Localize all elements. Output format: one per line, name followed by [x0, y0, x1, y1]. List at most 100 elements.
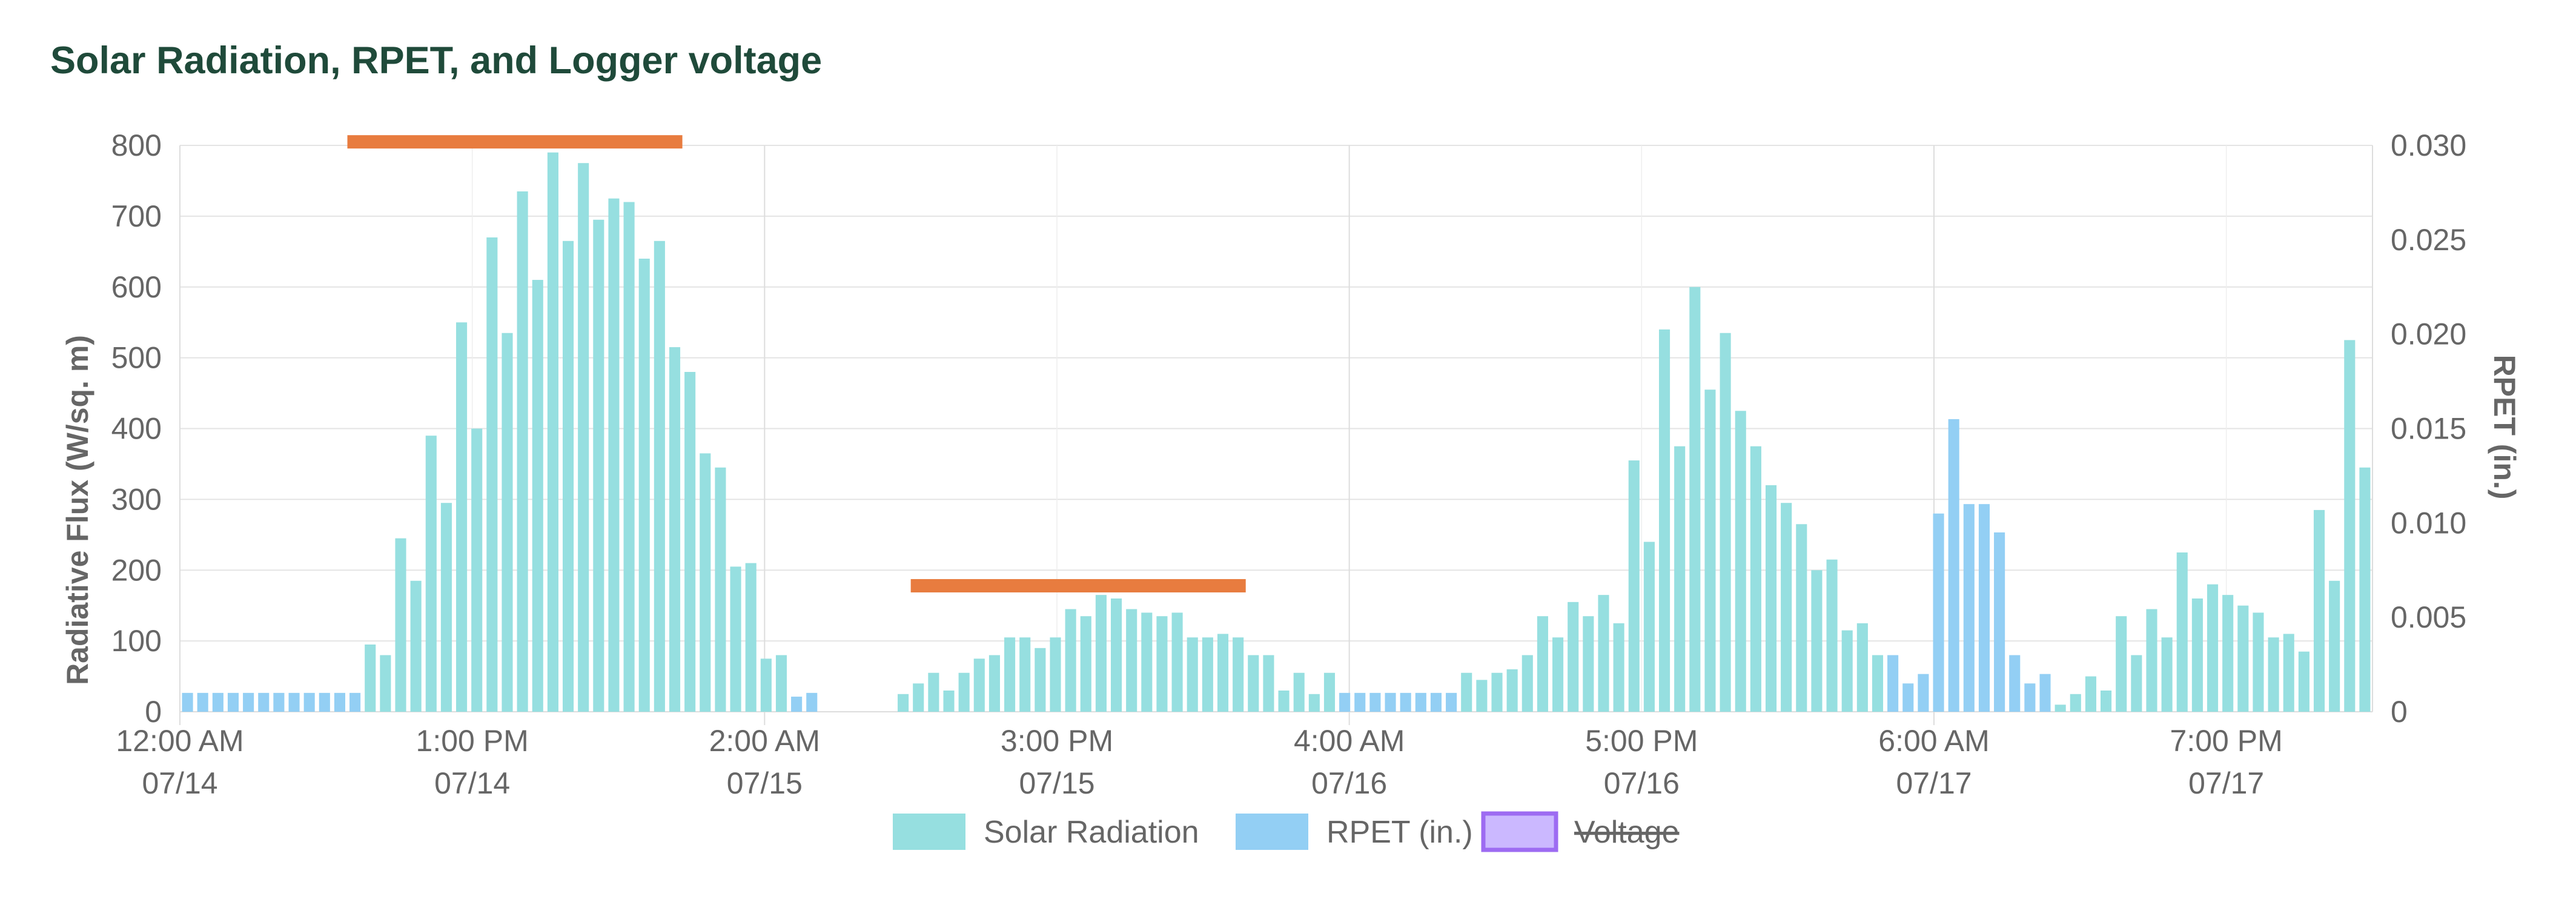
solar-radiation-bar — [486, 237, 498, 712]
rpet-bar — [273, 692, 285, 712]
solar-radiation-bar — [578, 163, 589, 712]
solar-radiation-bar — [593, 219, 604, 712]
rpet-bar — [2039, 674, 2051, 712]
solar-radiation-bar — [410, 580, 422, 712]
solar-radiation-bar — [1233, 637, 1244, 712]
solar-radiation-bar — [2101, 690, 2112, 712]
legend-label[interactable]: Voltage — [1574, 815, 1680, 850]
solar-radiation-bar — [2070, 694, 2081, 712]
rpet-bar — [791, 697, 803, 712]
solar-radiation-bar — [2298, 651, 2309, 712]
solar-radiation-bar — [502, 333, 513, 712]
solar-radiation-bar — [1628, 460, 1640, 712]
solar-radiation-bar — [1308, 694, 1320, 712]
solar-radiation-bar — [1050, 637, 1061, 712]
rpet-bar — [1948, 419, 1959, 712]
x-tick-date: 07/17 — [2188, 766, 2264, 800]
solar-radiation-bar — [1765, 485, 1777, 712]
solar-radiation-bar — [471, 428, 483, 712]
solar-radiation-bar — [1095, 595, 1107, 712]
solar-radiation-bar — [1278, 690, 1290, 712]
solar-radiation-bar — [2359, 467, 2371, 712]
solar-radiation-bar — [425, 436, 437, 712]
solar-radiation-bar — [1065, 609, 1076, 712]
solar-radiation-bar — [547, 152, 558, 712]
solar-radiation-bar — [2253, 612, 2264, 712]
solar-radiation-bar — [532, 280, 543, 712]
solar-radiation-bar — [1035, 648, 1046, 712]
solar-radiation-bar — [1704, 390, 1716, 712]
solar-radiation-bar — [1323, 672, 1336, 712]
rpet-bar — [258, 692, 270, 712]
solar-radiation-bar — [1248, 655, 1259, 712]
solar-radiation-bar — [1537, 616, 1548, 712]
solar-radiation-bars — [365, 152, 2371, 712]
rpet-bar — [2009, 655, 2021, 712]
rpet-bar — [1369, 692, 1381, 712]
solar-radiation-bar — [2055, 704, 2066, 712]
x-tick-time: 12:00 AM — [116, 724, 243, 758]
solar-radiation-bar — [1856, 623, 1868, 712]
solar-radiation-bar — [2191, 598, 2203, 712]
solar-radiation-bar — [1521, 655, 1533, 712]
solar-radiation-bar — [608, 198, 620, 712]
solar-radiation-bar — [2161, 637, 2173, 712]
x-tick-date: 07/16 — [1604, 766, 1680, 800]
solar-radiation-bar — [1583, 616, 1594, 712]
legend-label[interactable]: RPET (in.) — [1326, 815, 1473, 850]
rpet-bar — [182, 692, 193, 712]
solar-radiation-bar — [1202, 637, 1213, 712]
x-tick-time: 5:00 PM — [1585, 724, 1698, 758]
x-tick-date: 07/17 — [1896, 766, 1972, 800]
legend-swatch[interactable] — [893, 814, 965, 850]
y-right-tick-label: 0.025 — [2391, 223, 2466, 257]
solar-radiation-bar — [1187, 637, 1198, 712]
x-tick-date: 07/16 — [1311, 766, 1387, 800]
rpet-bar — [1430, 692, 1442, 712]
y-right-tick-label: 0.015 — [2391, 412, 2466, 446]
y-left-tick-labels: 0 100 200 300 400 500 600 700 800 — [111, 128, 162, 729]
solar-radiation-bar — [1004, 637, 1016, 712]
solar-radiation-bar — [2313, 509, 2325, 712]
highlight-bar — [347, 135, 683, 149]
legend-swatch[interactable] — [1236, 814, 1308, 850]
solar-radiation-bar — [1750, 446, 1761, 712]
legend: Solar Radiation RPET (in.) Voltage — [893, 811, 1680, 852]
solar-radiation-bar — [623, 202, 635, 712]
solar-radiation-bar — [898, 694, 909, 712]
solar-radiation-bar — [440, 503, 452, 712]
rpet-bar — [288, 692, 300, 712]
solar-radiation-bar — [973, 658, 985, 712]
x-tick-time: 3:00 PM — [1001, 724, 1113, 758]
highlight-bar — [910, 578, 1246, 592]
solar-radiation-bar — [1461, 672, 1472, 712]
solar-radiation-bar — [775, 655, 787, 712]
solar-radiation-bar — [517, 191, 528, 712]
x-tick-date: 07/15 — [727, 766, 803, 800]
rpet-bar — [1400, 692, 1411, 712]
solar-radiation-bar — [1872, 655, 1884, 712]
solar-radiation-bar — [928, 672, 939, 712]
x-tick-time: 2:00 AM — [709, 724, 820, 758]
solar-radiation-bar — [1796, 524, 1807, 712]
solar-radiation-bar — [700, 453, 711, 712]
rpet-bar — [806, 692, 818, 712]
legend-swatch[interactable] — [1481, 811, 1558, 852]
solar-radiation-bar — [760, 658, 772, 712]
solar-radiation-bar — [1735, 411, 1746, 712]
rpet-bar — [334, 692, 346, 712]
solar-radiation-bar — [1811, 570, 1823, 712]
y-right-tick-label: 0.030 — [2391, 128, 2466, 162]
solar-radiation-bar — [2207, 584, 2219, 712]
solar-radiation-bar — [1643, 542, 1655, 712]
x-tick-date: 07/14 — [434, 766, 510, 800]
y-right-tick-label: 0.005 — [2391, 600, 2466, 634]
rpet-bar — [1415, 692, 1426, 712]
solar-radiation-bar — [1613, 623, 1624, 712]
solar-radiation-bar — [1019, 637, 1031, 712]
rpet-bar — [349, 692, 361, 712]
rpet-bar — [319, 692, 330, 712]
rpet-bar — [1902, 683, 1914, 712]
legend-label[interactable]: Solar Radiation — [984, 815, 1199, 850]
rpet-bar — [1933, 513, 1944, 712]
